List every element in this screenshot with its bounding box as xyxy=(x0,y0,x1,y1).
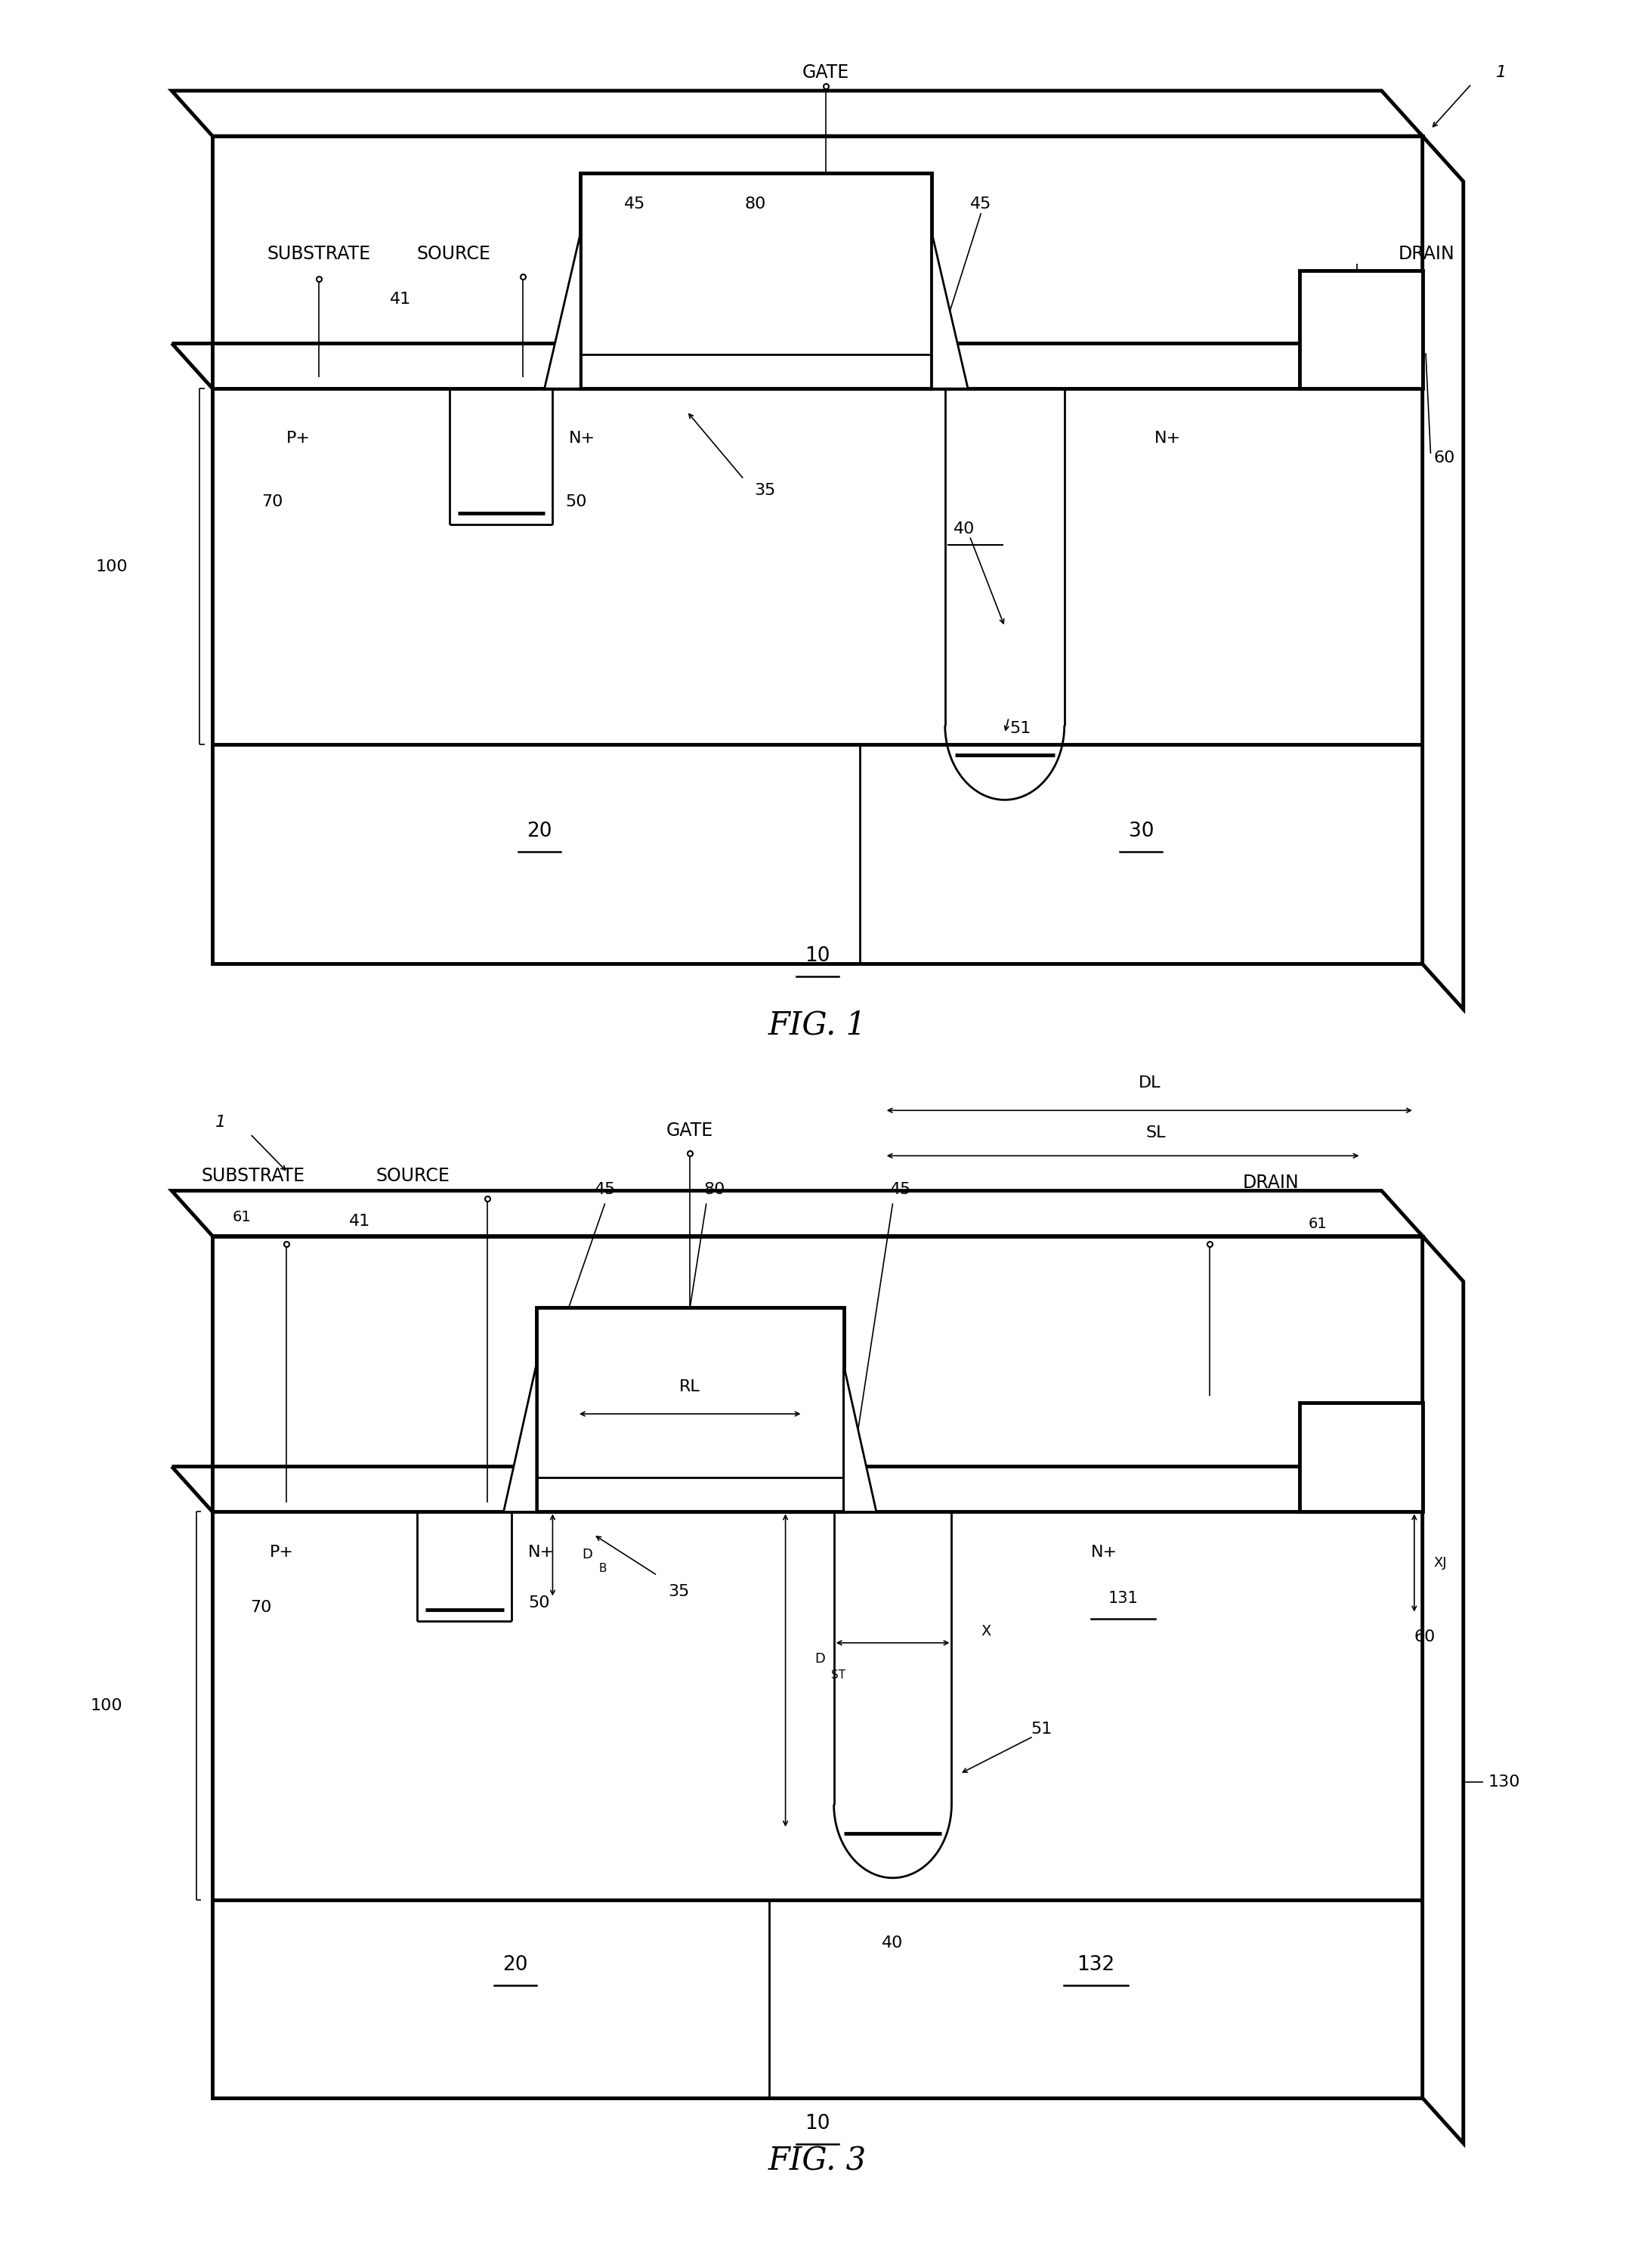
Text: 70: 70 xyxy=(250,1599,271,1615)
Text: 20: 20 xyxy=(526,821,553,841)
Bar xyxy=(213,1236,1422,2098)
Text: P+: P+ xyxy=(270,1545,294,1560)
Bar xyxy=(213,136,1422,964)
Text: D: D xyxy=(582,1549,592,1563)
Text: 10: 10 xyxy=(804,946,831,966)
Text: 51: 51 xyxy=(1030,1721,1053,1737)
Polygon shape xyxy=(172,1191,1422,1236)
Text: 132: 132 xyxy=(1077,1955,1115,1975)
Text: N+: N+ xyxy=(1154,431,1180,447)
Text: 40: 40 xyxy=(881,1935,904,1950)
Text: ST: ST xyxy=(831,1669,845,1681)
Text: 80: 80 xyxy=(744,197,767,211)
Text: 35: 35 xyxy=(667,1583,690,1599)
Text: XJ: XJ xyxy=(1434,1556,1447,1569)
Polygon shape xyxy=(1422,1236,1463,2143)
Text: 80: 80 xyxy=(703,1182,726,1198)
Text: N+: N+ xyxy=(569,431,595,447)
Text: GATE: GATE xyxy=(803,64,849,82)
Text: 100: 100 xyxy=(95,558,128,574)
Text: 45: 45 xyxy=(594,1182,616,1198)
Text: 1: 1 xyxy=(214,1116,226,1129)
Text: 130: 130 xyxy=(1488,1774,1521,1789)
Text: 60: 60 xyxy=(1434,451,1455,465)
Text: DL: DL xyxy=(1138,1075,1161,1091)
Text: 20: 20 xyxy=(502,1955,528,1975)
Text: DRAIN: DRAIN xyxy=(1243,1175,1300,1193)
Text: SOURCE: SOURCE xyxy=(417,245,490,263)
Text: 60: 60 xyxy=(1414,1628,1436,1644)
Text: 50: 50 xyxy=(566,494,587,510)
Bar xyxy=(536,1309,844,1513)
Text: SL: SL xyxy=(1146,1125,1166,1141)
Polygon shape xyxy=(932,234,968,388)
Text: SUBSTRATE: SUBSTRATE xyxy=(201,1168,306,1186)
Text: 61: 61 xyxy=(232,1209,252,1225)
Text: 70: 70 xyxy=(262,494,283,510)
Text: 10: 10 xyxy=(804,2114,831,2134)
Polygon shape xyxy=(172,91,1422,136)
Text: 131: 131 xyxy=(1109,1590,1138,1606)
Text: FIG. 3: FIG. 3 xyxy=(768,2146,867,2177)
Text: SOURCE: SOURCE xyxy=(376,1168,450,1186)
Polygon shape xyxy=(504,1365,536,1513)
Bar xyxy=(1300,270,1422,388)
Text: D: D xyxy=(814,1653,826,1665)
Text: P+: P+ xyxy=(286,431,311,447)
Text: 61: 61 xyxy=(1308,1216,1326,1232)
Text: 50: 50 xyxy=(528,1594,549,1610)
Text: 45: 45 xyxy=(970,197,992,211)
Text: X: X xyxy=(981,1624,991,1640)
Text: FIG. 1: FIG. 1 xyxy=(768,1009,867,1041)
Text: GATE: GATE xyxy=(667,1123,713,1141)
Text: RL: RL xyxy=(680,1379,700,1395)
Text: 30: 30 xyxy=(1128,821,1154,841)
Text: 45: 45 xyxy=(623,197,646,211)
Text: 45: 45 xyxy=(889,1182,912,1198)
Text: DRAIN: DRAIN xyxy=(1398,245,1455,263)
Text: 41: 41 xyxy=(348,1213,371,1229)
Text: 35: 35 xyxy=(754,483,777,499)
Text: 51: 51 xyxy=(1009,721,1032,737)
Text: 1: 1 xyxy=(1496,66,1507,79)
Polygon shape xyxy=(1422,136,1463,1009)
Polygon shape xyxy=(544,234,580,388)
Bar xyxy=(1300,1404,1422,1513)
Text: 40: 40 xyxy=(953,522,974,538)
Text: 100: 100 xyxy=(90,1699,123,1712)
Text: N+: N+ xyxy=(528,1545,554,1560)
Text: 41: 41 xyxy=(389,293,412,306)
Bar xyxy=(580,172,932,388)
Text: SUBSTRATE: SUBSTRATE xyxy=(267,245,371,263)
Text: N+: N+ xyxy=(1091,1545,1117,1560)
Polygon shape xyxy=(844,1365,876,1513)
Text: B: B xyxy=(598,1563,607,1574)
